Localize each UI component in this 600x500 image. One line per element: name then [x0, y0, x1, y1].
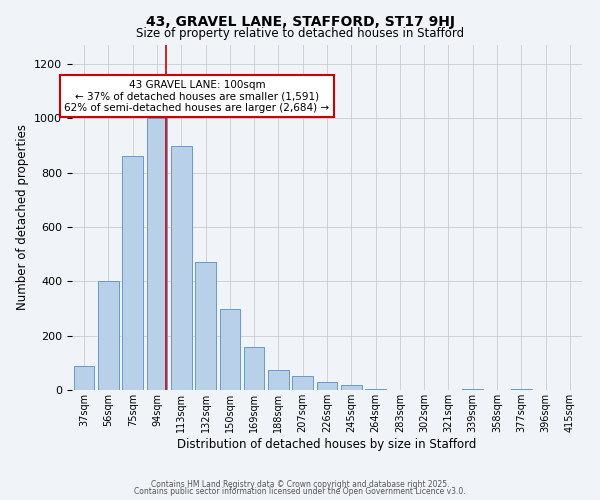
Bar	[292, 376, 313, 390]
Bar	[341, 384, 362, 390]
Bar	[220, 308, 240, 390]
Bar	[511, 388, 532, 390]
X-axis label: Distribution of detached houses by size in Stafford: Distribution of detached houses by size …	[178, 438, 476, 450]
Bar	[171, 146, 191, 390]
Text: Size of property relative to detached houses in Stafford: Size of property relative to detached ho…	[136, 28, 464, 40]
Bar	[146, 118, 167, 390]
Bar	[463, 388, 483, 390]
Bar	[122, 156, 143, 390]
Bar	[244, 346, 265, 390]
Y-axis label: Number of detached properties: Number of detached properties	[16, 124, 29, 310]
Text: Contains public sector information licensed under the Open Government Licence v3: Contains public sector information licen…	[134, 487, 466, 496]
Text: 43 GRAVEL LANE: 100sqm
← 37% of detached houses are smaller (1,591)
62% of semi-: 43 GRAVEL LANE: 100sqm ← 37% of detached…	[64, 80, 329, 112]
Bar	[268, 370, 289, 390]
Bar	[365, 388, 386, 390]
Bar	[195, 262, 216, 390]
Text: Contains HM Land Registry data © Crown copyright and database right 2025.: Contains HM Land Registry data © Crown c…	[151, 480, 449, 489]
Bar	[74, 366, 94, 390]
Bar	[98, 282, 119, 390]
Bar	[317, 382, 337, 390]
Text: 43, GRAVEL LANE, STAFFORD, ST17 9HJ: 43, GRAVEL LANE, STAFFORD, ST17 9HJ	[146, 15, 455, 29]
